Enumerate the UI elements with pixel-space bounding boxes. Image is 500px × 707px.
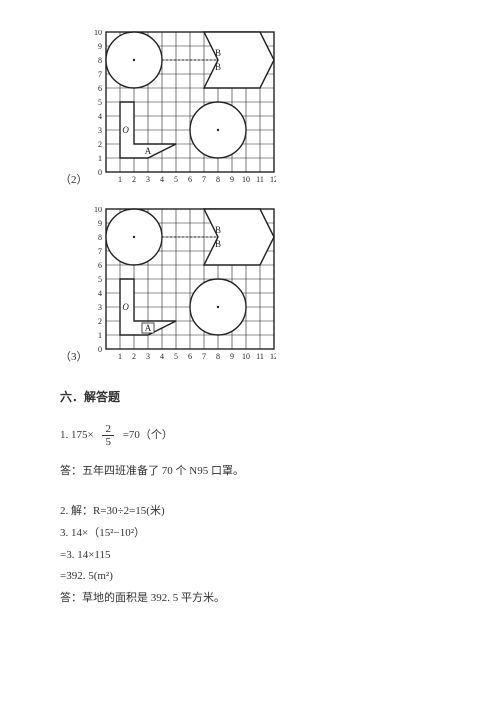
svg-text:2: 2 [98, 140, 102, 149]
svg-text:8: 8 [216, 352, 220, 361]
svg-text:B: B [215, 225, 221, 235]
svg-text:10: 10 [242, 352, 250, 361]
svg-text:10: 10 [242, 175, 250, 184]
svg-text:O: O [122, 302, 129, 312]
q2-l2: =3. 14×115 [60, 546, 440, 566]
q1-fraction: 2 5 [102, 423, 114, 448]
svg-text:9: 9 [230, 352, 234, 361]
svg-text:4: 4 [160, 352, 164, 361]
svg-text:4: 4 [98, 112, 102, 121]
svg-text:7: 7 [98, 70, 102, 79]
svg-text:7: 7 [202, 352, 206, 361]
svg-text:B: B [215, 62, 221, 72]
q1-answer: 答：五年四班准备了 70 个 N95 口罩。 [60, 462, 440, 482]
svg-text:5: 5 [98, 98, 102, 107]
svg-text:2: 2 [132, 175, 136, 184]
svg-text:6: 6 [188, 352, 192, 361]
svg-text:1: 1 [98, 331, 102, 340]
svg-text:1: 1 [118, 175, 122, 184]
svg-text:3: 3 [98, 126, 102, 135]
svg-text:6: 6 [98, 84, 102, 93]
section-title: 六．解答题 [60, 388, 440, 405]
svg-text:A: A [145, 323, 152, 333]
svg-text:3: 3 [98, 303, 102, 312]
svg-text:12: 12 [270, 352, 276, 361]
svg-text:7: 7 [98, 247, 102, 256]
svg-text:5: 5 [174, 175, 178, 184]
svg-text:8: 8 [98, 233, 102, 242]
svg-text:11: 11 [256, 352, 264, 361]
q1-prefix: 1. 175× [60, 429, 94, 441]
q2-l1: 3. 14×（15²−10²） [60, 524, 440, 544]
svg-text:0: 0 [98, 345, 102, 354]
q1-suffix: =70（个） [123, 429, 173, 441]
svg-text:3: 3 [146, 175, 150, 184]
svg-text:9: 9 [98, 219, 102, 228]
figure-3: （3） 012345678910123456789101112BBOA [88, 207, 440, 366]
svg-text:9: 9 [98, 42, 102, 51]
svg-text:5: 5 [98, 275, 102, 284]
q2-header: 2. 解：R=30÷2=15(米) [60, 502, 440, 522]
svg-text:12: 12 [270, 175, 276, 184]
svg-text:8: 8 [216, 175, 220, 184]
svg-text:3: 3 [146, 352, 150, 361]
svg-text:B: B [215, 239, 221, 249]
q1-frac-num: 2 [102, 423, 114, 436]
svg-text:7: 7 [202, 175, 206, 184]
svg-text:2: 2 [98, 317, 102, 326]
q2-answer: 答：草地的面积是 392. 5 平方米。 [60, 589, 440, 609]
figure-2-grid: 012345678910123456789101112BBOA [88, 30, 276, 186]
q1-expression: 1. 175× 2 5 =70（个） [60, 423, 440, 448]
svg-text:0: 0 [98, 168, 102, 177]
question-2: 2. 解：R=30÷2=15(米) 3. 14×（15²−10²） =3. 14… [60, 502, 440, 609]
svg-text:4: 4 [98, 289, 102, 298]
svg-text:1: 1 [98, 154, 102, 163]
svg-text:A: A [145, 146, 152, 156]
svg-text:11: 11 [256, 175, 264, 184]
figure-2-caption: （2） [60, 171, 88, 187]
svg-text:B: B [215, 48, 221, 58]
figure-2: （2） 012345678910123456789101112BBOA [88, 30, 440, 189]
q1-frac-den: 5 [102, 436, 114, 448]
svg-text:O: O [122, 125, 129, 135]
svg-text:5: 5 [174, 352, 178, 361]
svg-text:10: 10 [94, 207, 102, 214]
svg-text:6: 6 [188, 175, 192, 184]
svg-text:4: 4 [160, 175, 164, 184]
svg-text:9: 9 [230, 175, 234, 184]
svg-text:6: 6 [98, 261, 102, 270]
svg-text:2: 2 [132, 352, 136, 361]
figure-3-caption: （3） [60, 348, 88, 364]
q2-l3: =392. 5(m²) [60, 567, 440, 587]
svg-text:8: 8 [98, 56, 102, 65]
question-1: 1. 175× 2 5 =70（个） 答：五年四班准备了 70 个 N95 口罩… [60, 423, 440, 482]
svg-text:10: 10 [94, 30, 102, 37]
figure-3-grid: 012345678910123456789101112BBOA [88, 207, 276, 363]
svg-text:1: 1 [118, 352, 122, 361]
